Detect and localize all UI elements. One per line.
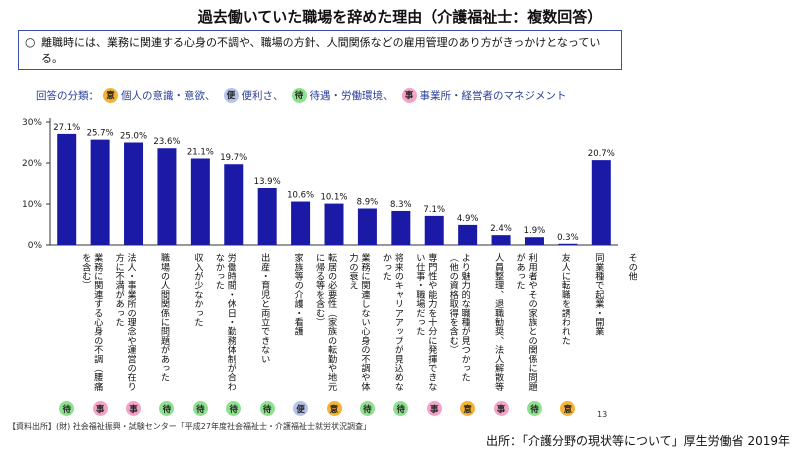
data-label: 7.1% [423,205,445,215]
bar [558,243,578,245]
data-label: 8.3% [390,200,412,210]
category-label: 法人・事業所の理念や運営の在り方に不満があった [113,253,137,391]
data-label: 0.3% [557,233,579,243]
y-tick-label: 0% [28,241,43,251]
category-label: 人員整理、退職勧奨、法人解散等 [492,253,504,391]
category-badge: 待 [159,401,175,416]
category-badge: 待 [393,401,409,416]
category-badge: 意 [460,401,476,416]
data-label: 20.7% [588,149,615,159]
y-tick-label: 10% [22,200,42,210]
category-label: その他 [626,253,638,281]
category-label: 職場の人間関係に問題があった [158,253,170,382]
legend-label: 回答の分類： [36,89,99,102]
category-label: 友人に転職を誘われた [559,253,571,345]
data-label: 27.1% [53,123,80,133]
bar [524,237,544,245]
bar [57,133,77,245]
category-label: 将来のキャリアアップが見込めなかった [380,253,404,391]
data-label: 10.6% [287,191,314,201]
legend-badge-benri: 便 [223,87,239,103]
bar [157,148,177,245]
category-label: 労働時間・休日・勤務体制が合わなかった [213,253,237,391]
bar [424,215,444,245]
category-badge: 事 [426,401,442,416]
category-label: 同業種で起業・開業 [592,253,604,336]
legend: 回答の分類： 意 個人の意識・意欲、 便 便利さ、 待 待遇・労働環境、 事 事… [36,87,571,103]
category-label: 業務に関連する心身の不調（腰痛を含む） [79,253,103,391]
category-badge: 待 [526,401,542,416]
category-badge: 待 [192,401,208,416]
legend-badge-management: 事 [401,87,417,103]
legend-text-management: 事業所・経営者のマネジメント [419,89,567,102]
category-badge: 意 [560,401,576,416]
bar [257,188,277,245]
category-badge: 事 [92,401,108,416]
category-label: 専門性や能力を十分に発揮できない仕事・職場だった [413,253,437,391]
data-label: 25.0% [120,132,147,142]
summary-note-box: ○ 離職時には、業務に関連する心身の不調や、職場の方針、人間関係などの雇用管理の… [18,30,622,70]
bar [458,224,478,245]
legend-badge-taigu: 待 [291,87,307,103]
bar [591,160,611,245]
bar [324,203,344,245]
data-label: 19.7% [220,153,247,163]
data-source-note: 【資料出所】(財) 社会福祉振興・試験センター「平成27年度社会福祉士・介護福祉… [8,422,371,431]
bar [491,235,511,245]
legend-badge-ishiki: 意 [103,87,118,103]
data-label: 23.6% [153,137,180,147]
y-tick-label: 20% [22,159,42,169]
data-label: 21.1% [187,147,214,157]
note-text: 離職時には、業務に関連する心身の不調や、職場の方針、人間関係などの雇用管理のあり… [41,36,601,65]
bar [357,208,377,245]
category-badge: 便 [293,401,309,416]
category-badge: 事 [493,401,509,416]
category-label: 家族等の介護・看護 [292,253,304,336]
bar [190,158,210,245]
bar [124,142,144,245]
category-label: 出産・育児と両立できない [258,253,270,364]
legend-text-taigu: 待遇・労働環境、 [309,89,394,102]
category-badge: 待 [259,401,275,416]
data-label: 1.9% [524,226,546,236]
legend-text-benri: 便利さ、 [241,89,284,102]
category-label: 業務に関連しない心身の不調や体力の衰え [347,253,370,391]
category-badge: 待 [59,401,75,416]
category-badge: 意 [326,401,342,416]
bar [391,210,411,245]
data-label: 13.9% [254,177,281,187]
data-label: 8.9% [357,198,379,208]
page-number: 13 [597,410,608,419]
chart-title: 過去働いていた職場を辞めた理由（介護福祉士：複数回答） [197,8,603,26]
note-bullet: ○ [25,35,36,49]
category-label: 転居の必要性（家族の転勤や地元に帰る等を含む） [313,253,337,391]
data-label: 4.9% [457,214,479,224]
bar [291,201,311,245]
legend-text-ishiki: 個人の意識・意欲、 [121,89,216,102]
category-badge: 待 [226,401,242,416]
category-label: 利用者やその家族との関係に問題があった [514,253,538,391]
category-badge: 待 [359,401,375,416]
data-label: 10.1% [320,193,347,203]
data-label: 25.7% [87,129,114,139]
bar-chart: 0% 10% 20% 30% 27.1% 25.7% 25.0% 23.6% 21.1% 19.7… [22,118,618,251]
category-label: より魅力的な職種が見つかった（他の資格取得を含む） [447,253,471,382]
data-label: 2.4% [490,224,512,234]
category-label: 収入が少なかった [191,253,203,327]
bar [90,139,110,245]
y-tick-label: 30% [22,118,42,128]
category-badge: 事 [126,401,142,416]
source-citation: 出所：「介護分野の現状等について」厚生労働省 2019年 [486,434,790,448]
bar [224,164,244,245]
